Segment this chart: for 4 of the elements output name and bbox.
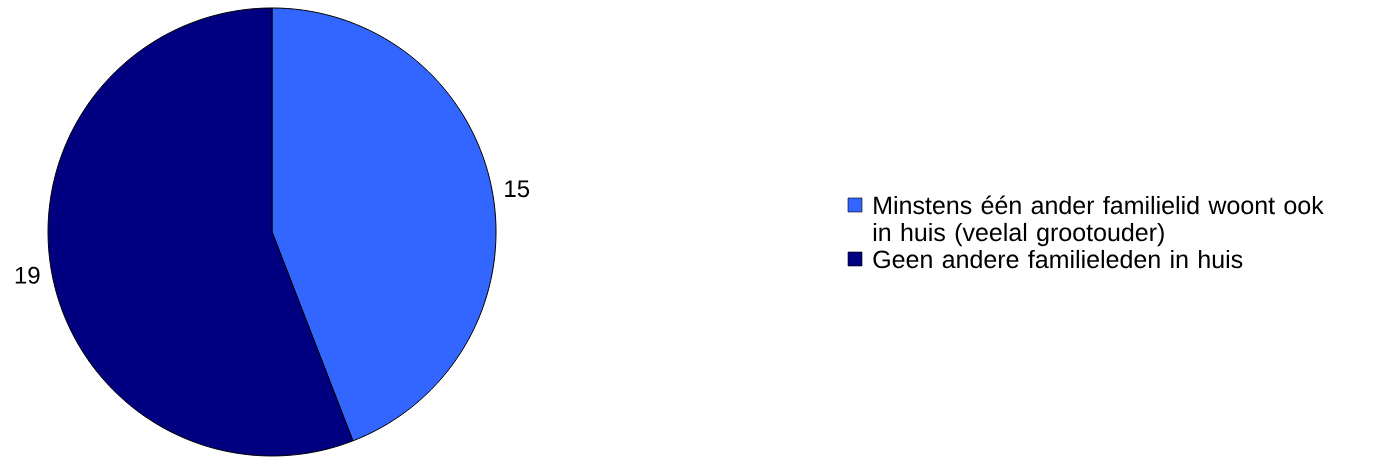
data-label: 15 [505,180,530,198]
legend-label: Geen andere familieleden in huis [873,249,1243,269]
legend-label: Minstens één ander familielid woont ook in huis (veelal grootouder) [873,195,1324,247]
data-label: 19 [15,266,40,284]
